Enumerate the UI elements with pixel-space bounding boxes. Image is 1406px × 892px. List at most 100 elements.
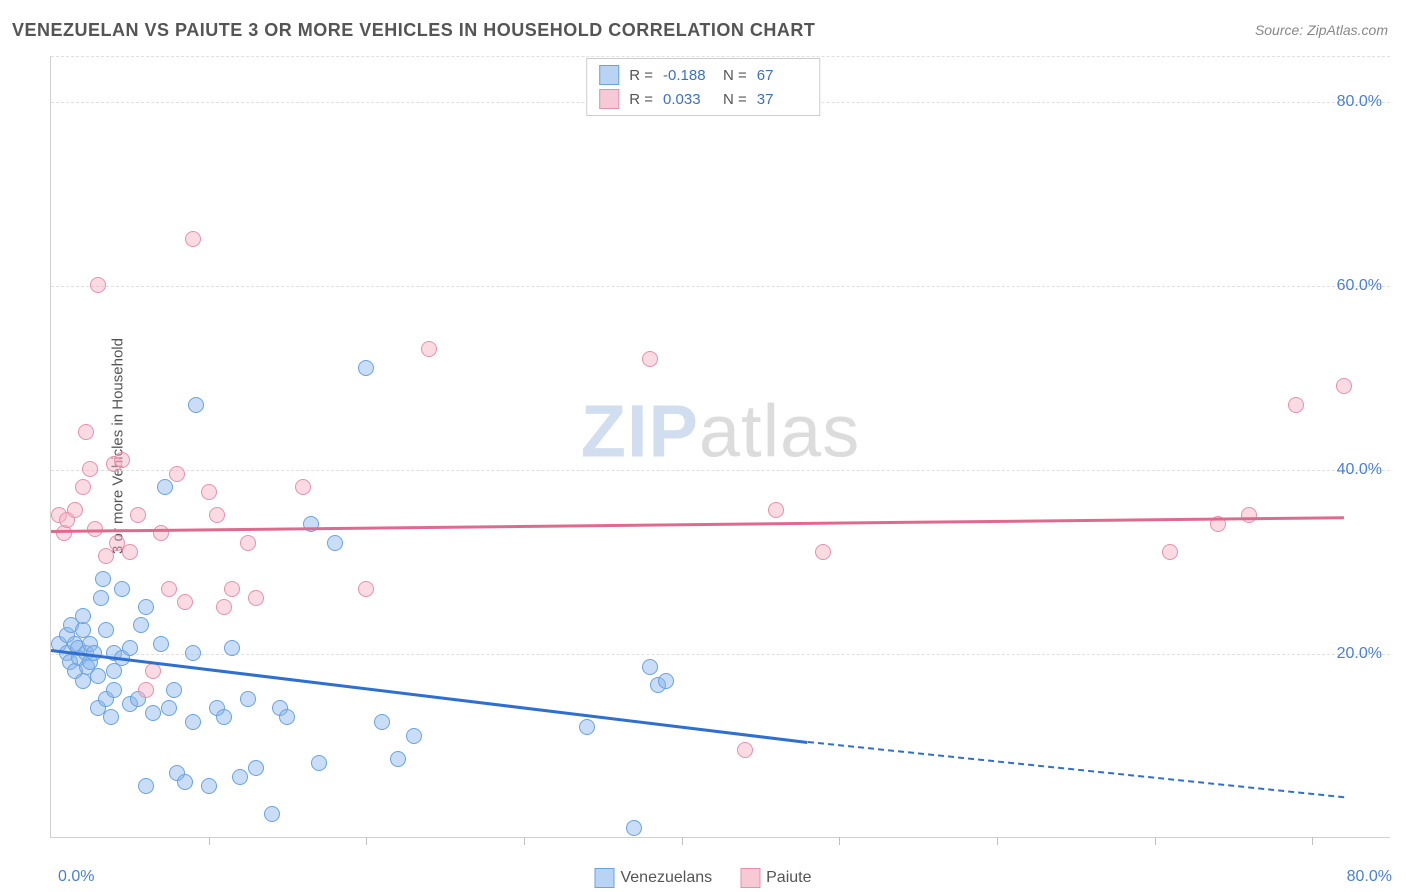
data-point-paiute — [122, 544, 138, 560]
data-point-venezuelans — [248, 760, 264, 776]
data-point-paiute — [75, 479, 91, 495]
data-point-venezuelans — [303, 516, 319, 532]
x-tick — [1312, 837, 1313, 845]
data-point-paiute — [1336, 378, 1352, 394]
r-value: 0.033 — [663, 91, 713, 108]
data-point-paiute — [1288, 397, 1304, 413]
data-point-venezuelans — [106, 682, 122, 698]
gridline — [51, 654, 1390, 655]
data-point-paiute — [98, 548, 114, 564]
r-label: R = — [629, 91, 653, 108]
data-point-venezuelans — [106, 663, 122, 679]
x-tick — [839, 837, 840, 845]
data-point-venezuelans — [161, 700, 177, 716]
x-tick — [209, 837, 210, 845]
data-point-paiute — [185, 231, 201, 247]
watermark-atlas: atlas — [699, 389, 860, 472]
n-label: N = — [723, 67, 747, 84]
data-point-venezuelans — [166, 682, 182, 698]
data-point-paiute — [169, 466, 185, 482]
legend-swatch — [594, 868, 614, 888]
data-point-venezuelans — [93, 590, 109, 606]
data-point-venezuelans — [75, 608, 91, 624]
x-tick — [997, 837, 998, 845]
series-legend: Venezuelans Paiute — [594, 868, 811, 888]
watermark-zip: ZIP — [581, 389, 699, 472]
watermark-text: ZIPatlas — [581, 388, 860, 473]
data-point-venezuelans — [98, 622, 114, 638]
data-point-paiute — [90, 277, 106, 293]
n-value: 67 — [757, 67, 807, 84]
legend-row-paiute: R = 0.033 N = 37 — [599, 87, 807, 111]
data-point-venezuelans — [90, 668, 106, 684]
data-point-paiute — [358, 581, 374, 597]
data-point-venezuelans — [642, 659, 658, 675]
data-point-paiute — [82, 461, 98, 477]
data-point-venezuelans — [145, 705, 161, 721]
data-point-venezuelans — [185, 645, 201, 661]
r-label: R = — [629, 67, 653, 84]
x-axis-min-label: 0.0% — [58, 868, 94, 886]
data-point-paiute — [209, 507, 225, 523]
y-tick-label: 80.0% — [1337, 93, 1382, 111]
data-point-paiute — [248, 590, 264, 606]
data-point-venezuelans — [658, 673, 674, 689]
x-tick — [524, 837, 525, 845]
data-point-venezuelans — [138, 599, 154, 615]
data-point-venezuelans — [358, 360, 374, 376]
data-point-paiute — [224, 581, 240, 597]
data-point-paiute — [768, 502, 784, 518]
n-value: 37 — [757, 91, 807, 108]
data-point-venezuelans — [311, 755, 327, 771]
trend-line-extrapolated — [808, 741, 1344, 798]
data-point-paiute — [138, 682, 154, 698]
x-tick — [366, 837, 367, 845]
data-point-venezuelans — [390, 751, 406, 767]
legend-item-venezuelans: Venezuelans — [594, 868, 712, 888]
data-point-paiute — [145, 663, 161, 679]
data-point-venezuelans — [232, 769, 248, 785]
data-point-paiute — [421, 341, 437, 357]
gridline — [51, 56, 1390, 57]
data-point-paiute — [240, 535, 256, 551]
data-point-venezuelans — [216, 709, 232, 725]
legend-item-paiute: Paiute — [740, 868, 811, 888]
data-point-venezuelans — [133, 617, 149, 633]
data-point-paiute — [1162, 544, 1178, 560]
data-point-paiute — [130, 507, 146, 523]
correlation-legend: R =-0.188N =67R =0.033N =37 — [586, 58, 820, 116]
source-attribution: Source: ZipAtlas.com — [1255, 22, 1388, 38]
data-point-paiute — [642, 351, 658, 367]
x-tick — [682, 837, 683, 845]
data-point-paiute — [1241, 507, 1257, 523]
data-point-venezuelans — [114, 581, 130, 597]
legend-row-venezuelans: R =-0.188N =67 — [599, 63, 807, 87]
data-point-venezuelans — [188, 397, 204, 413]
y-tick-label: 20.0% — [1337, 645, 1382, 663]
data-point-paiute — [201, 484, 217, 500]
legend-swatch — [740, 868, 760, 888]
gridline — [51, 286, 1390, 287]
chart-title: VENEZUELAN VS PAIUTE 3 OR MORE VEHICLES … — [12, 20, 815, 41]
n-label: N = — [723, 91, 747, 108]
legend-label: Paiute — [766, 869, 811, 886]
trend-line — [51, 649, 808, 743]
data-point-venezuelans — [122, 640, 138, 656]
data-point-venezuelans — [279, 709, 295, 725]
data-point-venezuelans — [374, 714, 390, 730]
data-point-venezuelans — [224, 640, 240, 656]
data-point-venezuelans — [406, 728, 422, 744]
data-point-paiute — [216, 599, 232, 615]
y-tick-label: 40.0% — [1337, 461, 1382, 479]
data-point-venezuelans — [95, 571, 111, 587]
data-point-venezuelans — [153, 636, 169, 652]
gridline — [51, 470, 1390, 471]
x-tick — [1155, 837, 1156, 845]
data-point-venezuelans — [157, 479, 173, 495]
legend-swatch — [599, 65, 619, 85]
data-point-paiute — [78, 424, 94, 440]
data-point-venezuelans — [177, 774, 193, 790]
data-point-paiute — [815, 544, 831, 560]
data-point-paiute — [114, 452, 130, 468]
data-point-paiute — [295, 479, 311, 495]
